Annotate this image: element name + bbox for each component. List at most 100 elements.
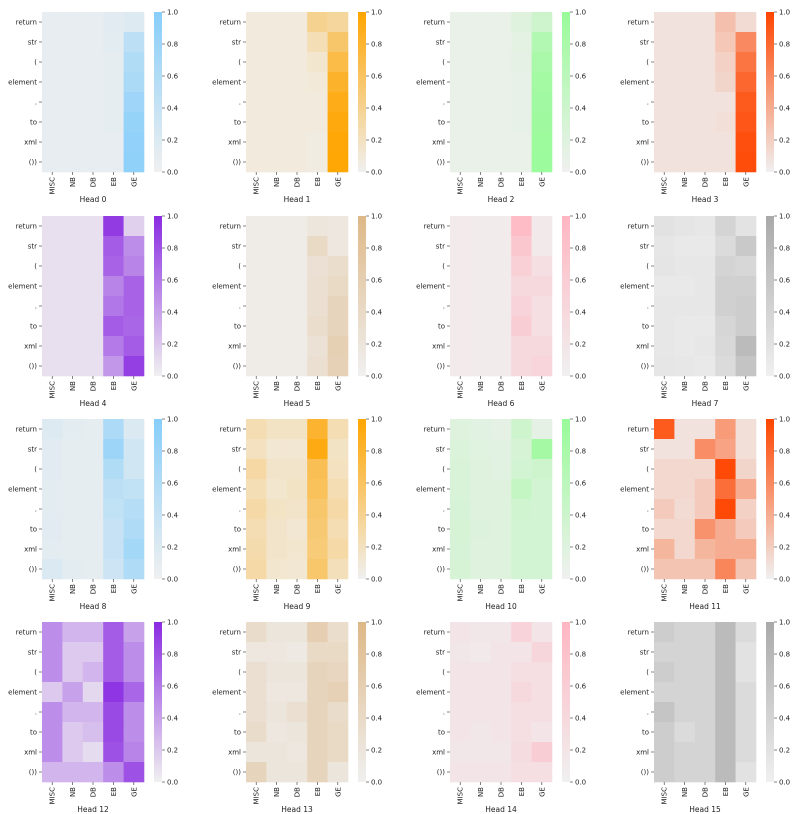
heatmap-cell	[674, 519, 696, 540]
subplot-title: Head 5	[284, 399, 311, 408]
heatmap-cell	[103, 519, 124, 540]
y-tick-label: str	[640, 243, 649, 251]
heatmap-cell	[246, 642, 267, 663]
heatmap-cell	[654, 132, 675, 153]
heatmap-cell	[490, 12, 512, 33]
colorbar-tick-label: 0.2	[167, 341, 178, 349]
heatmap-cell	[286, 296, 308, 317]
heatmap-cell	[694, 702, 716, 723]
heatmap-cell	[82, 499, 104, 520]
heatmap-cell	[450, 72, 471, 93]
heatmap-cell	[735, 72, 757, 93]
x-tick-label: MISC	[49, 381, 57, 399]
x-tick-label: EB	[314, 584, 322, 593]
heatmap-cell	[82, 276, 104, 297]
y-tick-label: to	[642, 729, 649, 737]
heatmap-cell	[62, 622, 84, 643]
heatmap-cell	[42, 539, 63, 560]
heatmap-cell	[674, 622, 696, 643]
heatmap-cell	[103, 722, 124, 743]
heatmap-cell	[82, 236, 104, 257]
heatmap-cell	[286, 702, 308, 723]
heatmap-cell	[307, 276, 328, 297]
heatmap-cell	[62, 52, 84, 73]
heatmap-cell	[103, 276, 124, 297]
heatmap-cell	[450, 256, 471, 277]
x-tick-label: MISC	[661, 177, 669, 195]
heatmap-cell	[674, 52, 696, 73]
heatmap-cell	[286, 439, 308, 460]
heatmap-cell	[674, 316, 696, 337]
heatmap-cell	[450, 336, 471, 357]
heatmap-cell	[246, 336, 267, 357]
heatmap-cell	[531, 152, 553, 173]
subplot-title: Head 15	[689, 805, 721, 814]
heatmap-cell	[266, 559, 288, 580]
heatmap-cell	[450, 419, 471, 440]
heatmap-cell	[307, 132, 328, 153]
heatmap-cell	[694, 152, 716, 173]
heatmap-cell	[511, 316, 532, 337]
colorbar-tick-label: 1.0	[575, 416, 586, 424]
y-tick-label: (	[238, 466, 241, 474]
heatmap-cell	[735, 316, 757, 337]
x-tick-label: EB	[518, 177, 526, 186]
heatmap-cell	[246, 519, 267, 540]
heatmap-cell	[450, 742, 471, 763]
heatmap-cell	[511, 356, 532, 377]
y-tick-label: xml	[228, 546, 241, 554]
heatmap-cell	[42, 236, 63, 257]
y-tick-label: element	[212, 283, 241, 291]
heatmap-cell	[674, 682, 696, 703]
heatmap-cell	[266, 439, 288, 460]
heatmap-cell	[42, 12, 63, 33]
heatmap-cell	[82, 132, 104, 153]
colorbar-tick-label: 0.6	[167, 480, 179, 488]
heatmap-cell	[42, 52, 63, 73]
y-tick-label: xml	[636, 546, 649, 554]
heatmap-cell	[490, 682, 512, 703]
heatmap-cell	[735, 682, 757, 703]
y-tick-label: (	[34, 59, 37, 67]
heatmap-cell	[470, 559, 492, 580]
y-tick-label: xml	[432, 546, 445, 554]
heatmap-cell	[735, 479, 757, 500]
colorbar-tick-label: 0.8	[371, 41, 382, 49]
x-tick-label: EB	[722, 381, 730, 390]
heatmap-cell	[246, 92, 267, 113]
heatmap-cell	[715, 32, 736, 53]
colorbar-tick-label: 0.0	[371, 576, 382, 584]
heatmap-cell	[694, 642, 716, 663]
heatmap-cell	[246, 702, 267, 723]
heatmap-cell	[674, 132, 696, 153]
heatmap-cell	[511, 112, 532, 133]
y-tick-label: .	[35, 709, 37, 717]
heatmap-cell	[266, 216, 288, 237]
heatmap-cell	[674, 256, 696, 277]
x-tick-label: EB	[110, 381, 118, 390]
heatmap-cell	[694, 236, 716, 257]
x-tick-label: EB	[110, 787, 118, 796]
heatmap-cell	[654, 52, 675, 73]
heatmap-cell	[450, 559, 471, 580]
heatmap-cell	[450, 52, 471, 73]
heatmap-cell	[286, 762, 308, 783]
heatmap-cell	[286, 519, 308, 540]
heatmap-cell	[674, 419, 696, 440]
heatmap-cell	[531, 112, 553, 133]
heatmap-cell	[307, 622, 328, 643]
heatmap-cell	[82, 356, 104, 377]
heatmap-cell	[450, 92, 471, 113]
heatmap-cell	[246, 459, 267, 480]
y-tick-label: (	[442, 263, 445, 271]
heatmap-cell	[246, 419, 267, 440]
heatmap-cell	[327, 459, 349, 480]
colorbar-tick-label: 0.8	[167, 651, 178, 659]
x-tick-label: GE	[742, 584, 750, 594]
heatmap-cell	[266, 12, 288, 33]
heatmap-cell	[511, 236, 532, 257]
heatmap-cell	[531, 702, 553, 723]
heatmap-cell	[531, 72, 553, 93]
heatmap-cell	[735, 32, 757, 53]
heatmap-cell	[470, 662, 492, 683]
